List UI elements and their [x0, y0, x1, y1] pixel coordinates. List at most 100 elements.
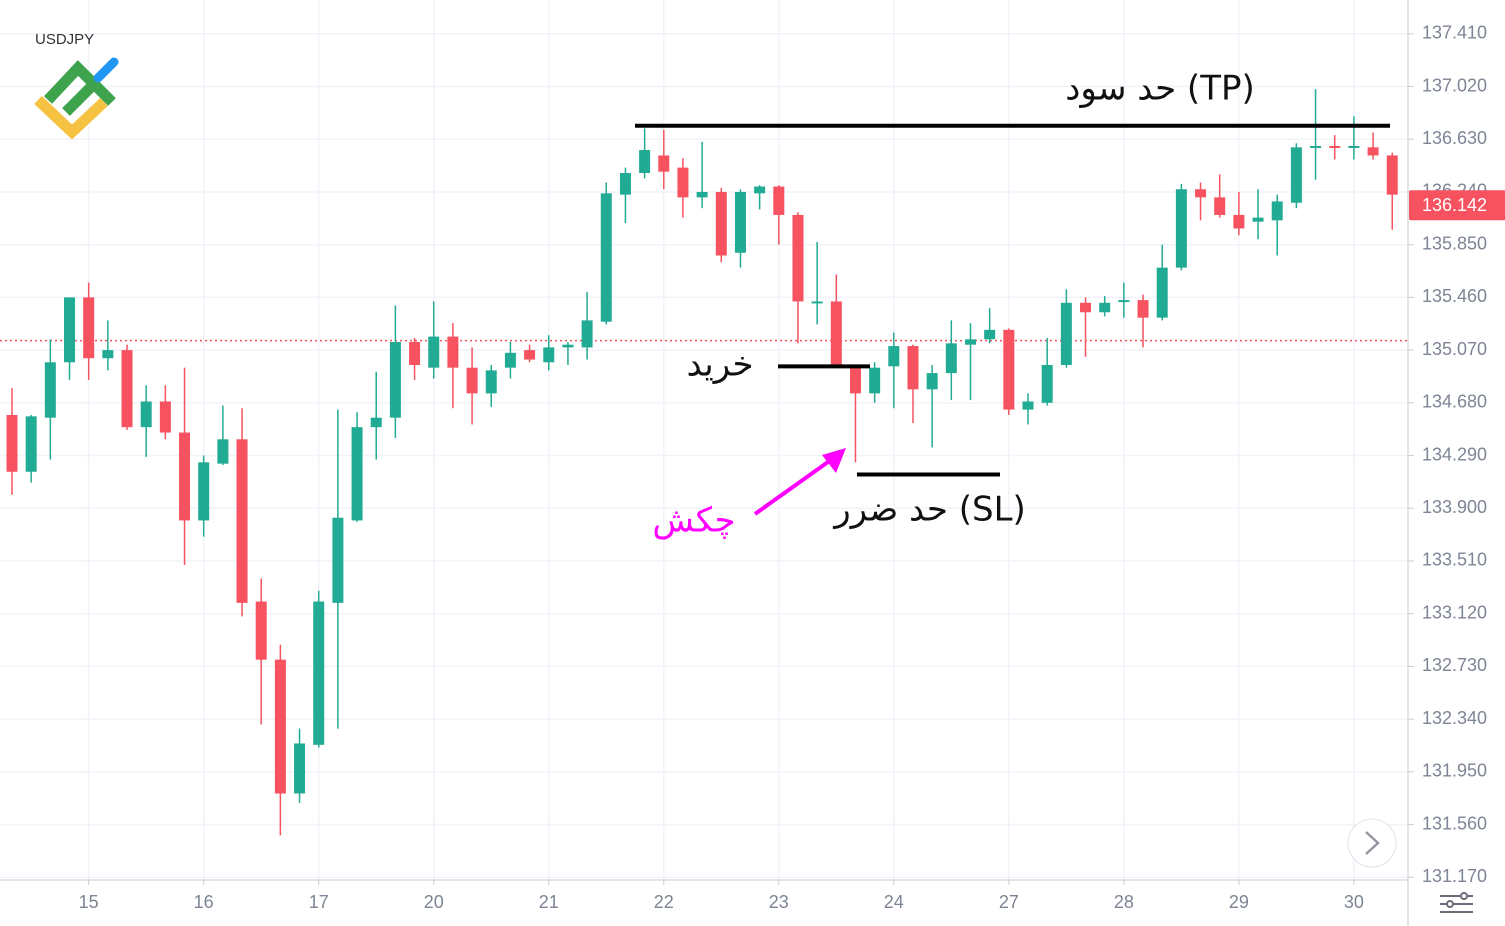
candle-body: [1041, 364, 1053, 403]
candle-body: [1329, 145, 1341, 148]
candle-body: [926, 373, 938, 390]
x-tick-label: 16: [194, 892, 214, 912]
candle-body: [754, 186, 766, 194]
candle-body: [217, 439, 229, 464]
candle-body: [1271, 201, 1283, 221]
y-tick-label: 132.730: [1422, 655, 1487, 675]
candle-body: [1348, 145, 1360, 148]
y-tick-label: 133.510: [1422, 550, 1487, 570]
candle-body: [907, 346, 919, 390]
x-tick-label: 22: [654, 892, 674, 912]
y-tick-label: 136.630: [1422, 128, 1487, 148]
candle-body: [504, 352, 516, 368]
y-tick-label: 135.070: [1422, 339, 1487, 359]
candle-body: [294, 743, 306, 794]
x-tick-label: 23: [769, 892, 789, 912]
candle-body: [121, 350, 133, 428]
candle-body: [543, 347, 555, 363]
candle-body: [159, 401, 171, 433]
candle-body: [274, 659, 286, 794]
x-tick-label: 15: [79, 892, 99, 912]
hammer-label: چکش: [652, 501, 735, 541]
candle-body: [255, 601, 267, 660]
candle-body: [639, 150, 651, 174]
y-tick-label: 131.950: [1422, 761, 1487, 781]
candle-body: [734, 191, 746, 253]
scroll-button[interactable]: [1347, 818, 1397, 868]
hammer-arrowhead: [822, 448, 846, 473]
y-tick-label: 132.340: [1422, 708, 1487, 728]
level-label: خرید: [686, 345, 753, 385]
candle-body: [581, 320, 593, 348]
y-tick-label: 133.900: [1422, 497, 1487, 517]
candle-body: [945, 343, 957, 374]
x-tick-label: 28: [1114, 892, 1134, 912]
candle-body: [600, 193, 612, 322]
candle-body: [332, 517, 344, 603]
candle-body: [524, 350, 536, 360]
candle-body: [965, 339, 976, 345]
settings-icon[interactable]: [1440, 892, 1473, 913]
symbol-title: USDJPY: [35, 31, 94, 48]
candle-body: [102, 350, 114, 359]
candle-body: [1367, 147, 1379, 156]
candle-body: [888, 346, 900, 367]
logo: [34, 57, 119, 140]
candle-body: [25, 416, 37, 472]
x-tick-label: 29: [1229, 892, 1249, 912]
candle-body: [619, 173, 631, 195]
candle-body: [64, 297, 76, 363]
y-tick-label: 131.560: [1422, 813, 1487, 833]
candle-body: [1137, 300, 1149, 318]
y-tick-label: 135.460: [1422, 286, 1487, 306]
candle-body: [1310, 145, 1322, 148]
candle-body: [1214, 197, 1226, 215]
candle-body: [140, 401, 152, 428]
candle-body: [792, 214, 804, 302]
y-tick-label: 131.170: [1422, 866, 1487, 886]
candle-body: [198, 462, 210, 521]
candle-body: [677, 167, 689, 198]
candle-body: [1099, 302, 1111, 313]
candle-body: [44, 362, 56, 418]
candle-body: [1022, 401, 1034, 410]
x-tick-label: 27: [999, 892, 1019, 912]
candle-body: [1080, 302, 1092, 313]
candle-body: [236, 439, 248, 603]
candle-body: [1118, 300, 1130, 303]
candle-body: [6, 414, 18, 472]
candle-body: [869, 367, 881, 394]
candle-body: [485, 370, 497, 394]
candle-body: [1175, 189, 1187, 268]
candle-body: [849, 366, 861, 394]
x-tick-label: 30: [1344, 892, 1364, 912]
candle-body: [830, 301, 842, 367]
axes: 131.170 131.560 131.950 132.340 132.730 133.1…: [79, 23, 1505, 912]
candle-body: [773, 186, 785, 215]
candle-body: [466, 367, 478, 394]
y-tick-label: 137.410: [1422, 23, 1487, 43]
level-label: حد ضرر (SL): [832, 490, 1026, 530]
y-tick-label: 135.850: [1422, 233, 1487, 253]
candle-body: [984, 329, 996, 340]
candle-body: [811, 301, 823, 304]
x-tick-label: 21: [539, 892, 559, 912]
candle-body: [370, 417, 382, 428]
candle-body: [1252, 217, 1264, 222]
candle-body: [428, 336, 440, 368]
candle-body: [313, 601, 325, 745]
candle-body: [409, 341, 421, 365]
candle-body: [1060, 302, 1072, 365]
hammer-arrow: [753, 455, 837, 516]
x-tick-label: 17: [309, 892, 329, 912]
candles: [0, 89, 1408, 836]
candle-body: [83, 297, 95, 359]
candle-body: [658, 155, 670, 172]
x-tick-label: 24: [884, 892, 904, 912]
y-tick-label: 137.020: [1422, 75, 1487, 95]
candle-body: [447, 336, 459, 368]
candle-body: [715, 191, 727, 256]
candle-body: [1156, 267, 1168, 318]
candle-body: [1233, 214, 1245, 229]
